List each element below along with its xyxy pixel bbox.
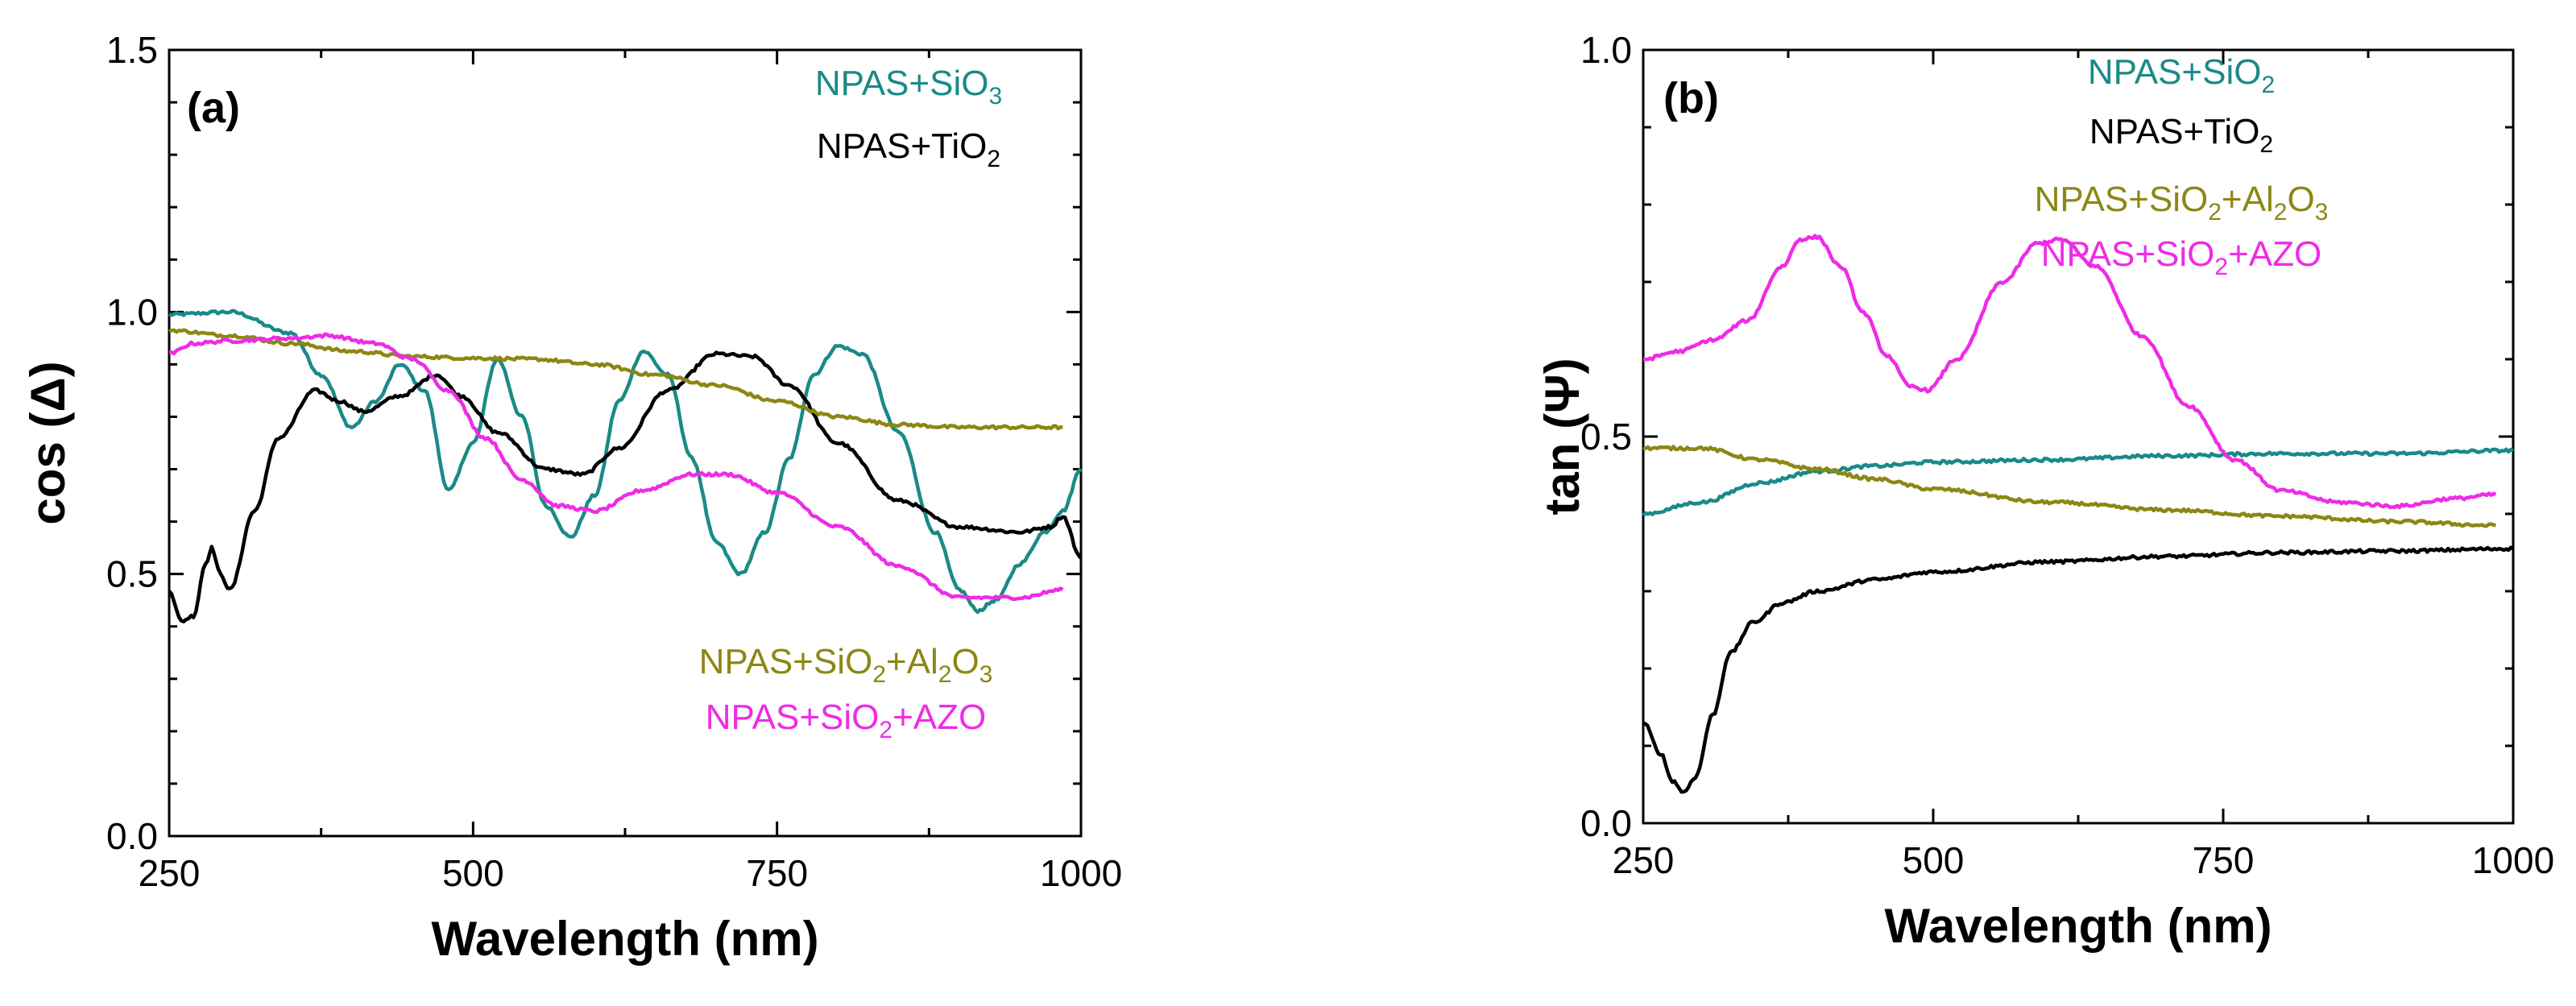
series-line-npas-sio2 bbox=[1642, 447, 2514, 517]
x-axis-title: Wavelength (nm) bbox=[1884, 899, 2272, 953]
legend-entry: NPAS+TiO2 bbox=[817, 126, 1000, 172]
y-tick-label: 0.5 bbox=[106, 553, 158, 595]
legend-entry: NPAS+SiO2+Al2O3 bbox=[699, 642, 993, 688]
panel-b-chart: 250 500 750 1000 0.0 0.5 1.0 Wavelength (nm) tan… bbox=[1535, 29, 2554, 953]
x-tick-label: 250 bbox=[139, 852, 201, 894]
panel-label: (b) bbox=[1663, 74, 1719, 122]
y-tick-label: 0.0 bbox=[106, 815, 158, 857]
series-line-npas-tio2 bbox=[1642, 545, 2515, 794]
plot-frame bbox=[1642, 48, 2515, 825]
series-line-npas-tio2 bbox=[168, 350, 1083, 623]
x-axis-title: Wavelength (nm) bbox=[431, 912, 818, 966]
panel-label: (a) bbox=[187, 84, 240, 132]
series-line-npas-sio2-azo bbox=[1642, 234, 2497, 510]
x-tick-label: 750 bbox=[746, 852, 808, 894]
legend-entry: NPAS+SiO2+AZO bbox=[706, 698, 986, 743]
series-line-npas-sio2-azo bbox=[168, 332, 1064, 602]
panel-a-chart: 250 500 750 1000 0.0 0.5 1.0 1.5 Wavelength (nm)… bbox=[21, 29, 1122, 966]
x-tick-label: 250 bbox=[1613, 839, 1675, 881]
y-axis-title: cos (Δ) bbox=[21, 361, 75, 524]
legend-entry: NPAS+SiO3 bbox=[815, 64, 1002, 110]
y-tick-label: 0.5 bbox=[1580, 416, 1632, 457]
legend-entry: NPAS+SiO2+AZO bbox=[2041, 234, 2321, 280]
x-tick-label: 500 bbox=[442, 852, 504, 894]
series-line-npas-sio3 bbox=[168, 308, 1083, 615]
x-tick-label: 750 bbox=[2193, 839, 2255, 881]
y-tick-label: 1.0 bbox=[1580, 29, 1632, 71]
x-tick-label: 1000 bbox=[2472, 839, 2554, 881]
legend-entry: NPAS+SiO2 bbox=[2088, 52, 2275, 98]
y-tick-label: 0.0 bbox=[1580, 802, 1632, 844]
series-line-npas-sio2-al2o3 bbox=[168, 328, 1063, 431]
y-tick-label: 1.5 bbox=[106, 29, 158, 71]
legend-entry: NPAS+SiO2+Al2O3 bbox=[2035, 180, 2329, 226]
legend-entry: NPAS+TiO2 bbox=[2089, 112, 2273, 158]
x-tick-label: 500 bbox=[1903, 839, 1965, 881]
y-tick-label: 1.0 bbox=[106, 291, 158, 333]
y-axis-title: tan (Ψ) bbox=[1535, 358, 1589, 515]
series-line-npas-sio2-al2o3 bbox=[1642, 445, 2496, 528]
x-tick-label: 1000 bbox=[1040, 852, 1122, 894]
